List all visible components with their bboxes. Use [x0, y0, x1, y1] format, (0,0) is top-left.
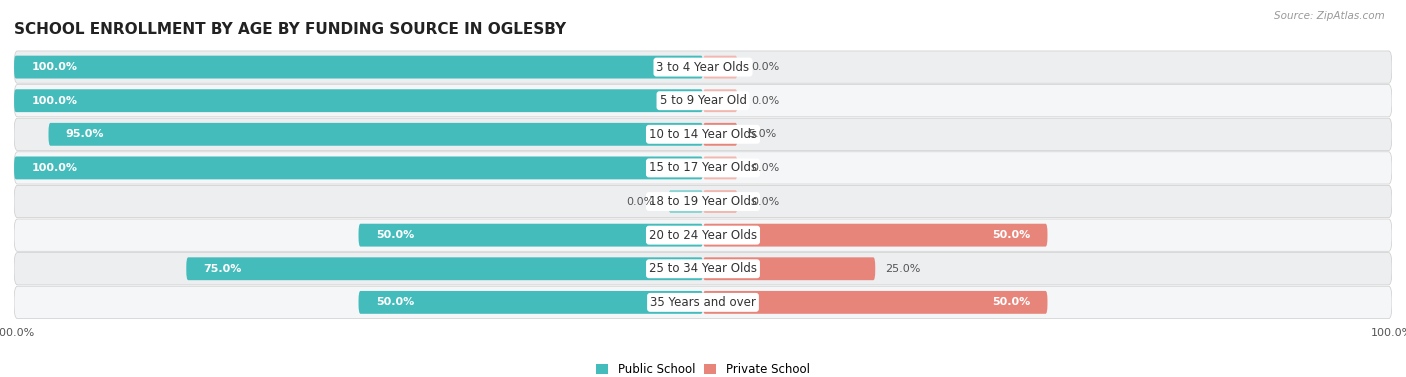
Text: 15 to 17 Year Olds: 15 to 17 Year Olds: [650, 161, 756, 175]
FancyBboxPatch shape: [14, 56, 703, 78]
Text: 0.0%: 0.0%: [751, 196, 779, 207]
Text: 5 to 9 Year Old: 5 to 9 Year Old: [659, 94, 747, 107]
Text: 25 to 34 Year Olds: 25 to 34 Year Olds: [650, 262, 756, 275]
Text: 0.0%: 0.0%: [627, 196, 655, 207]
Text: 20 to 24 Year Olds: 20 to 24 Year Olds: [650, 228, 756, 242]
FancyBboxPatch shape: [14, 156, 703, 179]
Text: 10 to 14 Year Olds: 10 to 14 Year Olds: [650, 128, 756, 141]
FancyBboxPatch shape: [14, 118, 1392, 150]
Text: 50.0%: 50.0%: [993, 297, 1031, 307]
FancyBboxPatch shape: [14, 286, 1392, 319]
Text: 0.0%: 0.0%: [751, 62, 779, 72]
FancyBboxPatch shape: [669, 190, 703, 213]
FancyBboxPatch shape: [703, 156, 738, 179]
FancyBboxPatch shape: [14, 253, 1392, 285]
FancyBboxPatch shape: [703, 224, 1047, 247]
FancyBboxPatch shape: [703, 291, 1047, 314]
Text: 75.0%: 75.0%: [204, 264, 242, 274]
Text: 35 Years and over: 35 Years and over: [650, 296, 756, 309]
Text: 3 to 4 Year Olds: 3 to 4 Year Olds: [657, 61, 749, 74]
FancyBboxPatch shape: [14, 84, 1392, 117]
Text: 18 to 19 Year Olds: 18 to 19 Year Olds: [650, 195, 756, 208]
Text: 25.0%: 25.0%: [886, 264, 921, 274]
Text: Source: ZipAtlas.com: Source: ZipAtlas.com: [1274, 11, 1385, 21]
Text: 100.0%: 100.0%: [31, 163, 77, 173]
FancyBboxPatch shape: [14, 51, 1392, 83]
Text: 50.0%: 50.0%: [993, 230, 1031, 240]
FancyBboxPatch shape: [14, 219, 1392, 251]
FancyBboxPatch shape: [703, 123, 738, 146]
FancyBboxPatch shape: [703, 190, 738, 213]
Text: 50.0%: 50.0%: [375, 230, 413, 240]
Text: 95.0%: 95.0%: [66, 129, 104, 139]
Legend: Public School, Private School: Public School, Private School: [593, 360, 813, 377]
Text: 100.0%: 100.0%: [31, 62, 77, 72]
FancyBboxPatch shape: [48, 123, 703, 146]
FancyBboxPatch shape: [703, 89, 738, 112]
Text: 0.0%: 0.0%: [751, 163, 779, 173]
Text: 100.0%: 100.0%: [31, 96, 77, 106]
Text: 0.0%: 0.0%: [751, 96, 779, 106]
Text: 50.0%: 50.0%: [375, 297, 413, 307]
FancyBboxPatch shape: [186, 257, 703, 280]
FancyBboxPatch shape: [359, 224, 703, 247]
FancyBboxPatch shape: [14, 89, 703, 112]
FancyBboxPatch shape: [359, 291, 703, 314]
Text: 5.0%: 5.0%: [748, 129, 776, 139]
FancyBboxPatch shape: [703, 257, 875, 280]
FancyBboxPatch shape: [14, 152, 1392, 184]
FancyBboxPatch shape: [703, 56, 738, 78]
Text: SCHOOL ENROLLMENT BY AGE BY FUNDING SOURCE IN OGLESBY: SCHOOL ENROLLMENT BY AGE BY FUNDING SOUR…: [14, 22, 567, 37]
FancyBboxPatch shape: [14, 185, 1392, 218]
